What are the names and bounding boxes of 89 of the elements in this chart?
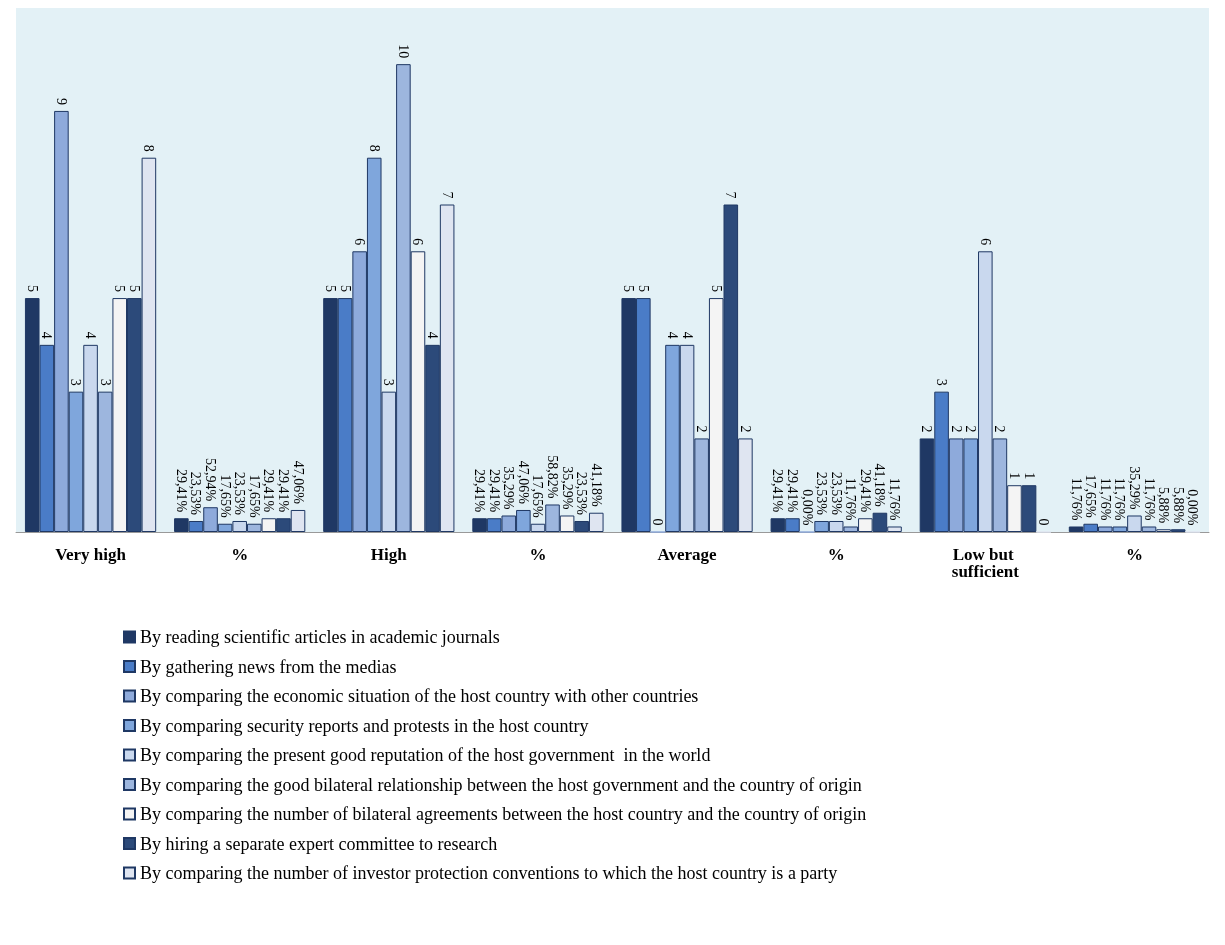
data-label: 29,41% (770, 469, 786, 513)
data-label: 52,94% (203, 458, 219, 502)
data-label: 5 (112, 285, 128, 293)
data-label: 1 (1021, 472, 1037, 480)
legend-label: By comparing the number of investor protection conventions to which the host country is a party (140, 863, 838, 883)
data-label: 3 (934, 378, 950, 386)
x-tick-label: High (370, 545, 408, 564)
data-label: 7 (439, 191, 455, 199)
data-label: 11,76% (1097, 477, 1113, 521)
data-label: 5 (621, 285, 637, 293)
legend-label: By gathering news from the medias (140, 656, 397, 677)
data-label: 4 (39, 331, 55, 339)
data-label: 0 (1036, 518, 1052, 526)
legend-label: By comparing the economic situation of the host country with other countries (140, 686, 699, 706)
legend-label: By hiring a separate expert committee to research (140, 833, 498, 854)
data-label: 9 (53, 97, 69, 105)
data-label: 4 (83, 331, 99, 339)
data-label: 17,65% (1083, 474, 1099, 519)
x-tick-label: Very high (55, 545, 127, 564)
data-label: 0 (650, 518, 666, 526)
data-label: 2 (963, 425, 979, 433)
data-label: 17,65% (530, 474, 546, 519)
data-label: 29,41% (261, 469, 277, 513)
data-label: 35,29% (559, 466, 575, 510)
data-label: 23,53% (574, 471, 590, 516)
data-label: 5 (322, 285, 338, 293)
data-label: 23,53% (814, 471, 830, 516)
data-label: 29,41% (472, 469, 488, 513)
data-label: 8 (141, 144, 157, 152)
data-label: 4 (425, 331, 441, 339)
data-label: 5 (337, 285, 353, 293)
data-label: 58,82% (545, 455, 561, 499)
data-label: 29,41% (275, 469, 291, 513)
x-tick-label: Low but sufficient (951, 545, 1020, 581)
data-label: 35,29% (1126, 466, 1142, 510)
data-label: 10 (395, 44, 411, 59)
data-label: 3 (97, 378, 113, 386)
data-label: 6 (410, 238, 426, 246)
data-label: 5 (635, 285, 651, 293)
x-tick-label: Average (657, 545, 718, 564)
x-tick-label: % (231, 545, 249, 564)
data-label: 3 (68, 378, 84, 386)
data-label: 6 (352, 238, 368, 246)
data-label: 2 (919, 425, 935, 433)
legend-label: By comparing the present good reputation of the host government in the world (140, 745, 711, 765)
data-label: 8 (366, 144, 382, 152)
data-label: 47,06% (290, 460, 306, 505)
data-label: 29,41% (784, 469, 800, 513)
data-label: 35,29% (501, 466, 517, 510)
data-label: 11,76% (1068, 477, 1084, 521)
legend-label: By comparing the number of bilateral agreements between the host country and the country of origin (140, 804, 867, 824)
data-label: 6 (977, 238, 993, 246)
data-label: 5 (126, 285, 142, 293)
data-label: 5 (24, 285, 40, 293)
data-label: 17,65% (246, 474, 262, 519)
data-label: 5,88% (1156, 487, 1172, 524)
data-label: 47,06% (515, 460, 531, 505)
x-tick-label: % (529, 545, 547, 564)
x-tick-label: % (1125, 545, 1143, 564)
data-label: 0,00% (799, 489, 815, 526)
data-label: 5,88% (1170, 487, 1186, 524)
data-label: 3 (381, 378, 397, 386)
legend-label: By reading scientific articles in academic journals (140, 627, 500, 647)
data-label: 11,76% (887, 477, 903, 521)
data-label: 4 (664, 331, 680, 339)
data-label: 29,41% (857, 469, 873, 513)
x-tick-label: % (827, 545, 845, 564)
legend-label: By comparing the good bilateral relationship between the host government and the country of origin (140, 774, 862, 795)
data-label: 1 (1006, 472, 1022, 480)
data-label: 23,53% (232, 471, 248, 516)
data-label: 0,00% (1185, 489, 1201, 526)
data-label: 11,76% (843, 477, 859, 521)
data-label: 2 (694, 425, 710, 433)
data-label: 2 (948, 425, 964, 433)
data-label: 2 (737, 425, 753, 433)
data-label: 23,53% (188, 471, 204, 516)
data-label: 7 (723, 191, 739, 199)
data-label: 4 (679, 331, 695, 339)
data-label: 2 (992, 425, 1008, 433)
data-label: 29,41% (173, 469, 189, 513)
data-label: 23,53% (828, 471, 844, 516)
data-label: 41,18% (588, 463, 604, 508)
data-label: 11,76% (1141, 477, 1157, 521)
data-label: 17,65% (217, 474, 233, 519)
legend-label: By comparing security reports and protests in the host country (140, 715, 589, 736)
data-label: 11,76% (1112, 477, 1128, 521)
data-label: 29,41% (486, 469, 502, 513)
data-label: 41,18% (872, 463, 888, 508)
data-label: 5 (708, 285, 724, 293)
